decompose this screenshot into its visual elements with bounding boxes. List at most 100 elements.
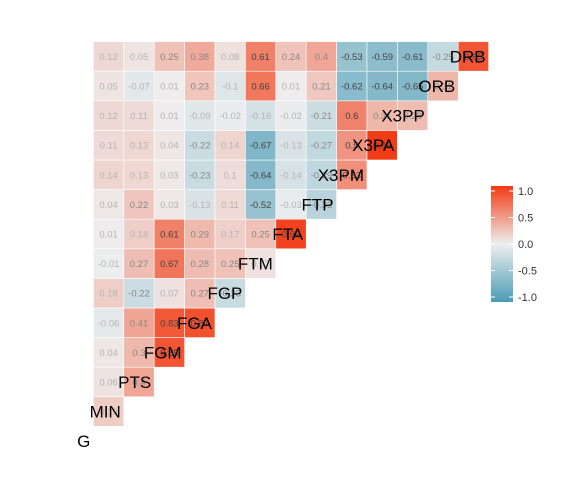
- variable-label: PTS: [118, 373, 151, 392]
- cell-value-label: -0.22: [189, 141, 211, 152]
- variable-label: FGA: [177, 314, 213, 333]
- heatmap-cell: [123, 218, 155, 250]
- cell-value-label: -0.59: [371, 52, 393, 63]
- cell-value-label: 0.66: [251, 82, 270, 93]
- cell-value-label: -0.61: [402, 52, 424, 63]
- heatmap-cell: [184, 41, 216, 72]
- cell-value-label: 0.11: [221, 200, 239, 211]
- heatmap-cell: [457, 41, 489, 72]
- cell-value-label: 0.07: [160, 289, 179, 300]
- heatmap-cell: [245, 248, 277, 279]
- heatmap-cell: [123, 278, 155, 309]
- heatmap-cell: [275, 41, 307, 72]
- cell-value-label: -0.02: [219, 111, 241, 122]
- cell-value-label: 0.13: [130, 141, 149, 152]
- heatmap-cell: [123, 70, 155, 102]
- heatmap-cell: [275, 70, 307, 102]
- cell-value-label: -0.64: [371, 82, 393, 93]
- cell-value-label: 0.99: [373, 141, 392, 152]
- cell-value-label: -0.22: [128, 289, 150, 300]
- cell-value-label: 0.83: [160, 318, 179, 329]
- heatmap-cell: [275, 130, 307, 161]
- cell-value-label: 0.25: [160, 52, 179, 63]
- cell-value-label: -0.02: [280, 111, 302, 122]
- cell-value-label: 0.29: [191, 230, 210, 241]
- heatmap-cell: [275, 218, 307, 250]
- cell-value-label: 0.95: [282, 230, 301, 241]
- cell-value-label: -0.13: [280, 141, 302, 152]
- heatmap-cells: 0.19 0.06 0.4 0.04 0.3 0.85 -0.06 0.41 0.83 0.87 0…: [93, 41, 489, 427]
- cell-value-label: 0.85: [464, 52, 483, 63]
- heatmap-cell: [214, 41, 246, 72]
- heatmap-cell: [93, 100, 125, 131]
- cell-value-label: -0.14: [280, 170, 302, 181]
- heatmap-cell: [214, 218, 246, 250]
- variable-label: X3PP: [381, 107, 424, 126]
- heatmap-cell: [153, 41, 185, 72]
- cell-value-label: 0.11: [130, 111, 148, 122]
- cell-value-label: 0.1: [224, 170, 237, 181]
- heatmap-cell: [184, 218, 216, 250]
- cell-value-label: 0.27: [130, 259, 149, 270]
- cell-value-label: 0.38: [191, 52, 210, 63]
- cell-value-label: -0.16: [250, 111, 272, 122]
- cell-value-label: -0.62: [341, 82, 363, 93]
- heatmap-cell: [93, 218, 125, 250]
- variable-label: DRB: [450, 47, 486, 66]
- cell-value-label: -0.07: [128, 82, 150, 93]
- cell-value-label: -0.23: [189, 170, 211, 181]
- heatmap-cell: [245, 130, 277, 161]
- cell-value-label: 0.05: [99, 82, 118, 93]
- variable-label: FTM: [238, 255, 273, 274]
- heatmap-cell: [123, 189, 155, 220]
- heatmap-cell: [336, 159, 368, 190]
- heatmap-cell: [123, 100, 155, 131]
- heatmap-cell: [123, 41, 155, 72]
- cell-value-label: 0.67: [160, 259, 179, 270]
- cell-value-label: -0.53: [341, 52, 363, 63]
- heatmap-cell: [93, 307, 125, 338]
- cell-value-label: -0.27: [311, 141, 333, 152]
- heatmap-cell: [93, 396, 125, 427]
- heatmap-cell: [153, 159, 185, 190]
- heatmap-cell: [275, 189, 307, 220]
- heatmap-cell: [366, 100, 398, 131]
- cell-value-label: 0.87: [191, 318, 210, 329]
- cell-value-label: 0.18: [99, 289, 118, 300]
- cell-value-label: 0.31: [434, 82, 453, 93]
- heatmap-cell: [214, 159, 246, 190]
- cell-value-label: 0.5: [345, 141, 358, 152]
- variable-label: FTA: [272, 225, 304, 244]
- cell-value-label: -0.25: [432, 52, 454, 63]
- heatmap-cell: [305, 189, 337, 220]
- cell-value-label: -0.01: [98, 259, 120, 270]
- cell-value-label: 0.12: [99, 111, 118, 122]
- variable-label: X3PA: [352, 136, 395, 155]
- heatmap-cell: [153, 70, 185, 102]
- heatmap-cell: [123, 366, 155, 398]
- cell-value-label: -0.33: [311, 200, 333, 211]
- cell-value-label: 0.53: [343, 170, 362, 181]
- cell-value-label: 0.01: [99, 230, 118, 241]
- cell-value-label: -0.29: [311, 170, 333, 181]
- cell-value-label: -0.06: [98, 318, 120, 329]
- heatmap-cell: [93, 41, 125, 72]
- heatmap-cell: [93, 248, 125, 279]
- heatmap-cell: [397, 41, 429, 72]
- cell-value-label: 0.01: [160, 111, 179, 122]
- heatmap-cell: [336, 70, 368, 102]
- cell-value-label: 0.4: [132, 378, 145, 389]
- cell-value-label: 0.27: [191, 289, 210, 300]
- cell-value-label: 0.07: [251, 259, 270, 270]
- cell-value-label: 0.21: [312, 82, 331, 93]
- heatmap-cell: [153, 337, 185, 368]
- cell-value-label: 0.41: [130, 318, 149, 329]
- legend-tick-label: -1.0: [518, 292, 537, 304]
- cell-value-label: -0.23: [219, 289, 241, 300]
- cell-value-label: 0.14: [221, 141, 240, 152]
- cell-value-label: 0.25: [251, 230, 270, 241]
- heatmap-cell: [397, 100, 429, 131]
- cell-value-label: 0.04: [160, 141, 179, 152]
- legend-tick-label: -0.5: [518, 266, 537, 278]
